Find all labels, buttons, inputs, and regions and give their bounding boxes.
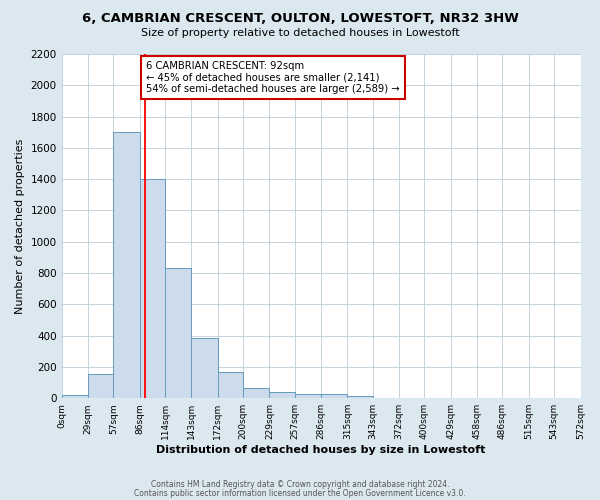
Bar <box>140 179 165 398</box>
Bar <box>88 374 113 398</box>
Y-axis label: Number of detached properties: Number of detached properties <box>15 138 25 314</box>
Bar <box>113 132 140 398</box>
Bar <box>62 395 88 398</box>
Text: Contains public sector information licensed under the Open Government Licence v3: Contains public sector information licen… <box>134 488 466 498</box>
Bar <box>269 392 295 398</box>
Bar <box>218 372 243 398</box>
Bar <box>295 394 321 398</box>
Bar <box>347 396 373 398</box>
Text: 6 CAMBRIAN CRESCENT: 92sqm
← 45% of detached houses are smaller (2,141)
54% of s: 6 CAMBRIAN CRESCENT: 92sqm ← 45% of deta… <box>146 61 400 94</box>
Bar <box>165 268 191 398</box>
Text: 6, CAMBRIAN CRESCENT, OULTON, LOWESTOFT, NR32 3HW: 6, CAMBRIAN CRESCENT, OULTON, LOWESTOFT,… <box>82 12 518 26</box>
Text: Contains HM Land Registry data © Crown copyright and database right 2024.: Contains HM Land Registry data © Crown c… <box>151 480 449 489</box>
X-axis label: Distribution of detached houses by size in Lowestoft: Distribution of detached houses by size … <box>157 445 486 455</box>
Bar <box>191 338 218 398</box>
Text: Size of property relative to detached houses in Lowestoft: Size of property relative to detached ho… <box>140 28 460 38</box>
Bar <box>243 388 269 398</box>
Bar <box>321 394 347 398</box>
